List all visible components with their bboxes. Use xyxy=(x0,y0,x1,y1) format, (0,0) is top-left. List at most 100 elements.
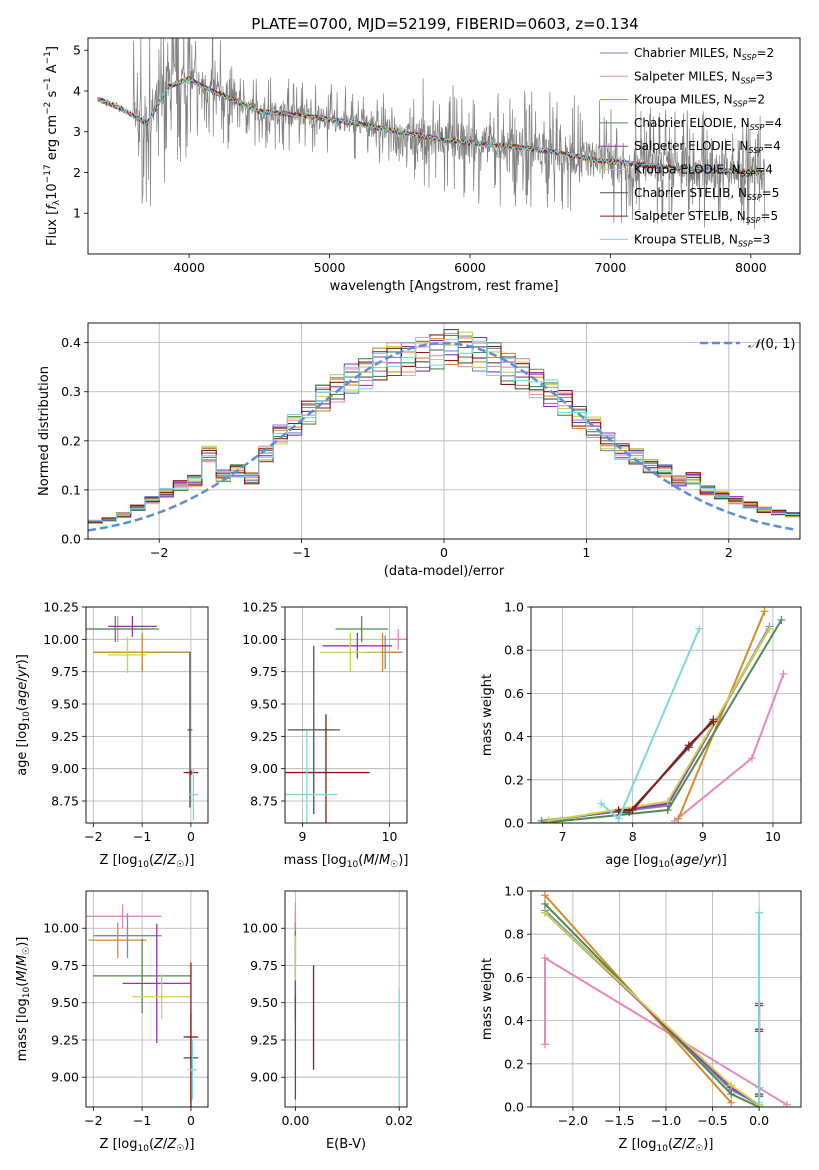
plot-area xyxy=(86,904,199,1107)
x-tick-label: −1.0 xyxy=(651,1113,681,1128)
x-tick-label: 7 xyxy=(559,829,567,844)
x-tick-label: 0.0 xyxy=(749,1113,769,1128)
panel-age-vs-Z: −2 −1 0 8.75 9.00 9.25 9.50 9.75 10.00 10.25 Z [lo… xyxy=(15,600,209,870)
axes-frame xyxy=(530,890,802,1108)
normal-reference-curve xyxy=(88,341,798,532)
x-tick-label: −1 xyxy=(133,1113,151,1128)
plot-area xyxy=(86,616,199,821)
y-tick-label: 9.25 xyxy=(51,1032,79,1047)
y-tick-label: 9.50 xyxy=(51,697,79,712)
panel-mass-vs-EBV: 0.00 0.02 9.00 9.25 9.50 9.75 10.00 E(B-V) xyxy=(242,890,413,1152)
y-tick-label: 9.00 xyxy=(250,1070,278,1085)
panel-massweight-vs-age: 7 8 9 10 0.0 0.2 0.4 0.6 0.8 1.0 age [log10(age/yr… xyxy=(480,600,802,870)
panel-mass-vs-Z: −2 −1 0 9.00 9.25 9.50 9.75 10.00 Z [log10(Z/Z☉)… xyxy=(15,890,209,1154)
legend-entry: Kroupa MILES, NSSP=2 xyxy=(634,93,765,109)
residual-histogram-5 xyxy=(88,331,800,524)
data-point xyxy=(684,741,693,750)
x-tick-label: 10 xyxy=(382,829,398,844)
x-axis-label: Z [log10(Z/Z☉)] xyxy=(100,853,195,870)
y-axis-label: mass weight xyxy=(480,674,495,756)
y-tick-label: 0.0 xyxy=(504,1100,524,1115)
y-tick-label: 0.6 xyxy=(504,970,524,985)
x-tick-label: 7000 xyxy=(595,260,627,275)
x-axis-label: wavelength [Angstrom, rest frame] xyxy=(330,279,559,294)
data-point xyxy=(540,1040,549,1049)
y-axis-label: Flux [fλ10−17 erg cm−2 s−1 A−1] xyxy=(43,46,62,246)
y-tick-label: 9.25 xyxy=(250,729,278,744)
legend-entry: 𝒩(0, 1) xyxy=(748,337,795,352)
data-point xyxy=(597,799,606,808)
y-tick-label: 1.0 xyxy=(504,884,524,899)
plot-area xyxy=(540,891,792,1107)
y-tick-label: 0.8 xyxy=(504,643,524,658)
data-point xyxy=(755,1098,764,1107)
legend-entry: Salpeter STELIB, NSSP=5 xyxy=(634,209,778,225)
data-point xyxy=(727,1098,736,1107)
plot-area xyxy=(285,616,407,823)
legend-entry: Chabrier STELIB, NSSP=5 xyxy=(634,186,779,202)
axes-frame xyxy=(530,606,802,824)
y-tick-label: 0.2 xyxy=(61,433,81,448)
x-axis-label: Z [log10(Z/Z☉)] xyxy=(619,1137,714,1154)
panel-age-vs-mass: 9 10 8.75 9.00 9.25 9.50 9.75 10.00 10.25 mass [l… xyxy=(242,600,408,871)
y-tick-label: 5 xyxy=(73,43,81,58)
y-tick-label: 0.1 xyxy=(61,482,81,497)
data-point xyxy=(709,717,718,726)
x-tick-label: −2 xyxy=(84,1113,102,1128)
plot-area xyxy=(97,38,766,230)
x-tick-label: 5000 xyxy=(314,260,346,275)
x-tick-label: 0.02 xyxy=(385,1113,413,1128)
data-point xyxy=(614,814,623,823)
y-tick-label: 9.75 xyxy=(250,958,278,973)
y-tick-label: 9.50 xyxy=(250,697,278,712)
x-tick-label: 8000 xyxy=(735,260,767,275)
x-axis-label: (data-model)/error xyxy=(384,564,505,579)
data-point xyxy=(755,908,764,917)
data-point xyxy=(663,797,672,806)
y-tick-label: 8.75 xyxy=(51,794,79,809)
panel-residuals: −2 −1 0 1 2 0.0 0.1 0.2 0.3 0.4 (data-model)/error… xyxy=(37,322,801,579)
data-point xyxy=(540,899,549,908)
axes-frame xyxy=(87,37,801,255)
x-tick-label: 0 xyxy=(440,545,448,560)
y-tick-label: 1.0 xyxy=(504,600,524,615)
y-tick-label: 10.25 xyxy=(242,600,278,615)
y-tick-label: 9.75 xyxy=(250,664,278,679)
y-tick-label: 0.3 xyxy=(61,384,81,399)
data-point xyxy=(540,891,549,900)
y-tick-label: 0.0 xyxy=(61,532,81,547)
legend-entry: Salpeter MILES, NSSP=3 xyxy=(634,69,773,85)
data-point xyxy=(747,754,756,763)
data-point xyxy=(537,819,546,823)
y-tick-label: 0.8 xyxy=(504,927,524,942)
y-tick-label: 9.50 xyxy=(51,995,79,1010)
mass-weight-line-5 xyxy=(544,911,760,1106)
x-tick-label: 0.00 xyxy=(281,1113,309,1128)
data-point xyxy=(783,1100,792,1107)
x-axis-label: mass [log10(M/M☉)] xyxy=(284,853,409,870)
data-point xyxy=(765,624,774,633)
y-tick-label: 10.00 xyxy=(43,632,79,647)
y-tick-label: 0.4 xyxy=(504,729,524,744)
x-axis-label: age [log10(age/yr)] xyxy=(605,853,727,870)
y-tick-label: 0.4 xyxy=(504,1013,524,1028)
x-tick-label: 0 xyxy=(187,1113,195,1128)
panel-spectrum: 4000 5000 6000 7000 8000 1 2 3 4 5 wavelength [Ang… xyxy=(43,37,801,294)
legend-entry: Salpeter ELODIE, NSSP=4 xyxy=(634,139,781,155)
data-point xyxy=(779,669,788,678)
data-point xyxy=(727,1081,736,1090)
data-point xyxy=(540,953,549,962)
panel-massweight-vs-Z: −2.0 −1.5 −1.0 −0.5 0.0 0.0 0.2 0.4 0.6 0.8 1.0 Z [… xyxy=(480,884,802,1154)
legend-entry: Chabrier ELODIE, NSSP=4 xyxy=(634,116,782,132)
legend-entry: Kroupa STELIB, NSSP=3 xyxy=(634,232,770,248)
y-tick-label: 8.75 xyxy=(250,794,278,809)
y-tick-label: 9.00 xyxy=(250,761,278,776)
y-tick-label: 3 xyxy=(73,124,81,139)
legend: Chabrier MILES, NSSP=2 Salpeter MILES, NS… xyxy=(600,46,782,248)
y-tick-label: 9.25 xyxy=(250,1032,278,1047)
x-tick-label: −1 xyxy=(133,829,151,844)
y-tick-label: 10.00 xyxy=(242,921,278,936)
axes-frame xyxy=(85,606,209,824)
